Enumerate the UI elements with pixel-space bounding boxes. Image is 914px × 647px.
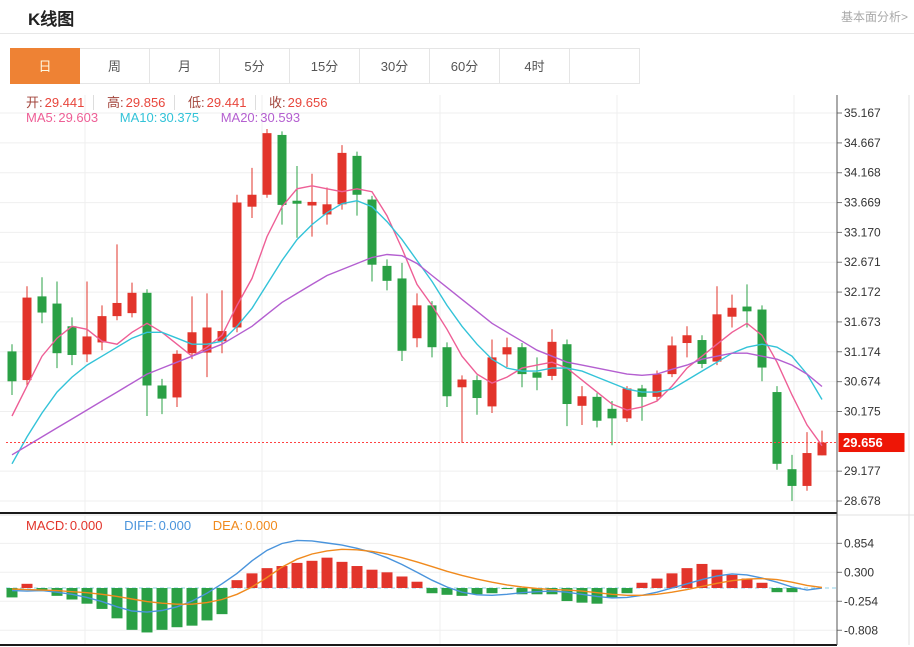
low-value: 29.441 xyxy=(206,95,247,110)
close-label: 收: xyxy=(269,95,286,110)
svg-text:31.673: 31.673 xyxy=(844,315,881,329)
svg-text:31.174: 31.174 xyxy=(844,345,881,359)
macd-legend: MACD: 0.000 DIFF: 0.000 DEA: 0.000 xyxy=(26,518,296,533)
tab-7-4时[interactable]: 4时 xyxy=(500,48,570,84)
close-value: 29.656 xyxy=(287,95,328,110)
tab-6-60分[interactable]: 60分 xyxy=(430,48,500,84)
dea-value-legend: DEA: 0.000 xyxy=(212,518,278,533)
svg-text:-0.254: -0.254 xyxy=(844,594,878,608)
svg-text:0.300: 0.300 xyxy=(844,565,874,579)
ma20-legend: MA20: 30.593 xyxy=(220,110,301,125)
svg-text:34.168: 34.168 xyxy=(844,166,881,180)
low-label: 低: xyxy=(188,95,205,110)
current-price-tag: 29.656 xyxy=(838,433,905,453)
ohlc-legend: 开: 29.441 高: 29.856 低: 29.441 收: 29.656 xyxy=(26,92,345,111)
interval-tab-bar: 日周月 5分 15分 30分 60分 4时 xyxy=(10,48,640,84)
tab-strip-empty-cell xyxy=(570,48,640,84)
ma5-legend: MA5: 29.603 xyxy=(26,110,99,125)
svg-text:33.669: 33.669 xyxy=(844,196,881,210)
ohlc-low: 低: 29.441 xyxy=(188,95,257,110)
title-divider xyxy=(0,33,914,34)
svg-text:33.170: 33.170 xyxy=(844,225,881,239)
tab-5-30分[interactable]: 30分 xyxy=(360,48,430,84)
svg-text:34.667: 34.667 xyxy=(844,136,881,150)
svg-text:0.854: 0.854 xyxy=(844,536,874,550)
tab-2-月[interactable]: 月 xyxy=(150,48,220,84)
ma10-legend: MA10: 30.375 xyxy=(119,110,200,125)
ma-legend: MA5: 29.603 MA10: 30.375 MA20: 30.593 xyxy=(26,110,318,125)
high-label: 高: xyxy=(107,95,124,110)
svg-text:30.674: 30.674 xyxy=(844,375,881,389)
tab-1-周[interactable]: 周 xyxy=(80,48,150,84)
high-value: 29.856 xyxy=(125,95,166,110)
svg-text:35.167: 35.167 xyxy=(844,106,881,120)
svg-text:29.656: 29.656 xyxy=(843,435,883,450)
ohlc-open: 开: 29.441 xyxy=(26,95,95,110)
fundamental-analysis-link[interactable]: 基本面分析> xyxy=(840,10,908,24)
tab-0-日[interactable]: 日 xyxy=(10,48,80,84)
svg-text:32.172: 32.172 xyxy=(844,285,881,299)
svg-text:-0.808: -0.808 xyxy=(844,623,878,637)
ohlc-high: 高: 29.856 xyxy=(107,95,176,110)
svg-text:30.175: 30.175 xyxy=(844,404,881,418)
page-title: K线图 xyxy=(28,10,75,29)
open-label: 开: xyxy=(26,95,43,110)
svg-text:28.678: 28.678 xyxy=(844,494,881,508)
open-value: 29.441 xyxy=(44,95,85,110)
tab-3-5分[interactable]: 5分 xyxy=(220,48,290,84)
macd-value-legend: MACD: 0.000 xyxy=(26,518,103,533)
svg-text:29.177: 29.177 xyxy=(844,464,881,478)
ohlc-close: 收: 29.656 xyxy=(269,95,336,110)
tab-4-15分[interactable]: 15分 xyxy=(290,48,360,84)
svg-text:32.671: 32.671 xyxy=(844,255,881,269)
diff-value-legend: DIFF: 0.000 xyxy=(124,518,192,533)
